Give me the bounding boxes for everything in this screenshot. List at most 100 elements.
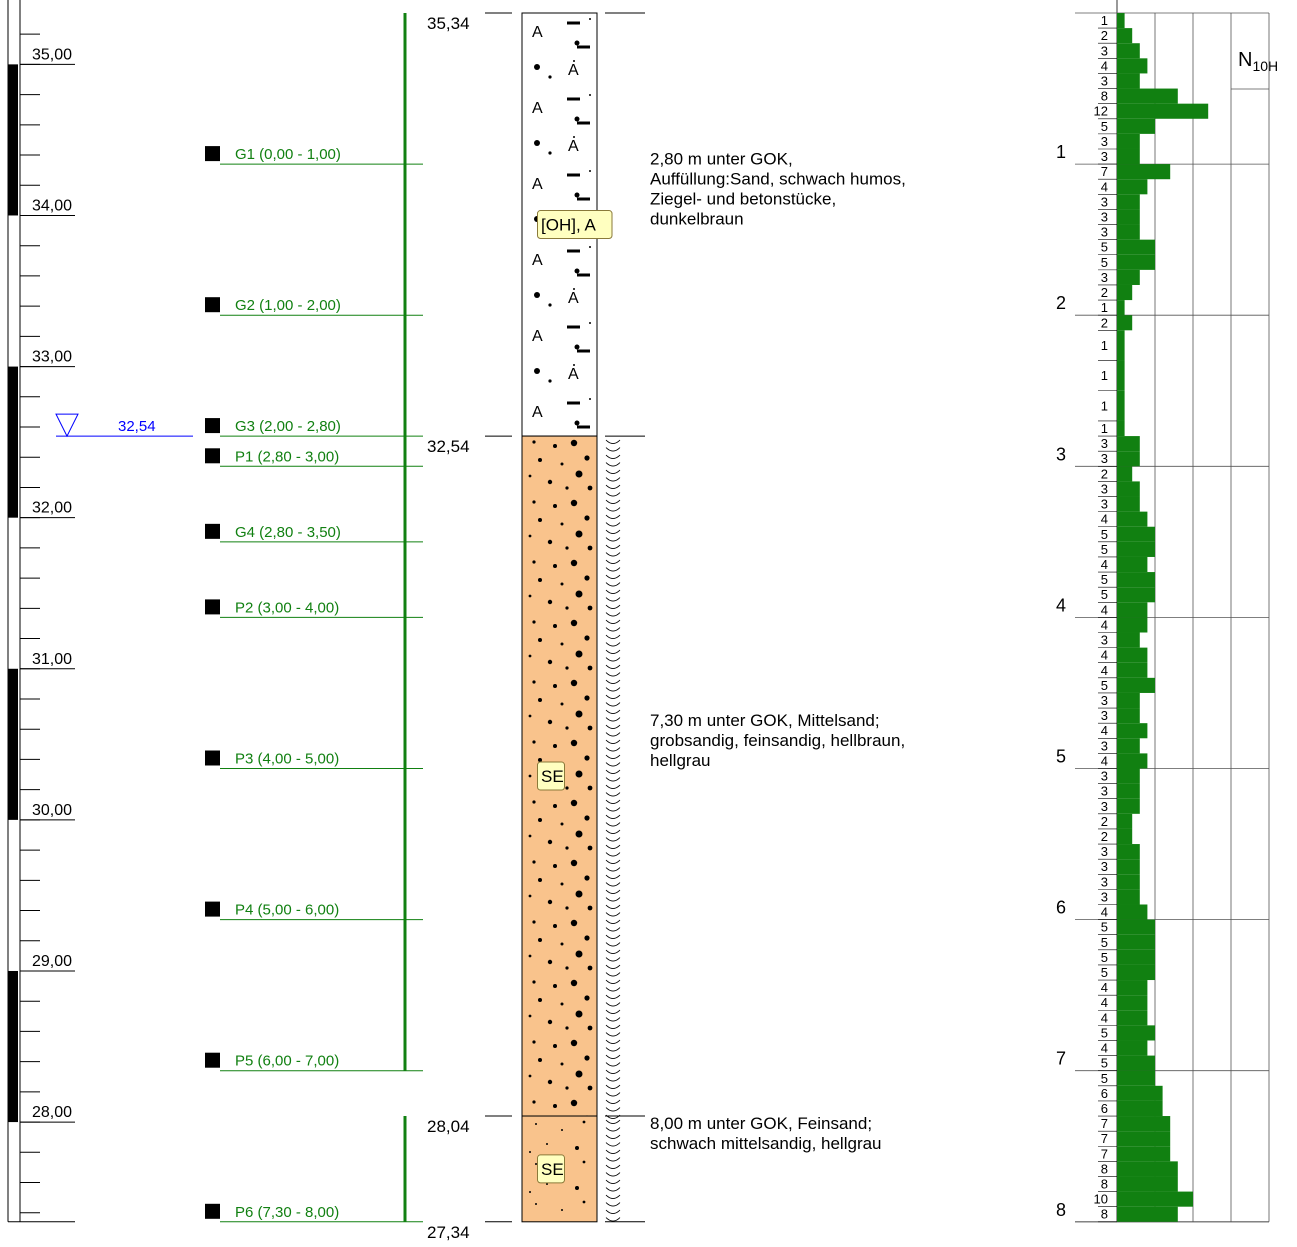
wet-symbol [606, 1085, 620, 1089]
blow-count-bar [1117, 1025, 1155, 1040]
blow-count-label: 5 [1101, 950, 1108, 965]
subscript: 10H [1252, 58, 1278, 74]
wet-symbol [606, 560, 620, 564]
wet-symbol [606, 733, 620, 737]
wet-symbol [606, 1158, 620, 1162]
wet-symbol [606, 988, 620, 992]
blow-count-bar [1117, 738, 1140, 753]
blow-count-bar [1117, 240, 1155, 255]
tick-label: 31,00 [32, 651, 72, 668]
wet-symbol [606, 545, 620, 549]
blow-count-bar [1117, 995, 1147, 1010]
wet-symbol [606, 868, 620, 872]
tick-label: 34,00 [32, 197, 72, 214]
wet-symbol [606, 860, 620, 864]
blow-count-bar [1117, 889, 1140, 904]
wet-symbol [606, 763, 620, 767]
description: 8,00 m unter GOK, Feinsand; [650, 1114, 872, 1133]
wet-symbol [606, 710, 620, 714]
depth-label: 6 [1056, 898, 1066, 918]
wet-symbol [606, 613, 620, 617]
blow-count-bar [1117, 527, 1155, 542]
blow-count-label: 1 [1101, 421, 1108, 436]
wet-symbol [606, 1108, 620, 1112]
wet-symbol [606, 793, 620, 797]
wet-symbol [606, 935, 620, 939]
blow-count-label: 8 [1101, 1207, 1108, 1222]
blow-count-label: 4 [1101, 1010, 1108, 1025]
blow-count-label: 3 [1101, 209, 1108, 224]
wet-symbol [606, 1048, 620, 1052]
blow-count-label: 1 [1101, 398, 1108, 413]
wet-symbol [606, 1135, 620, 1139]
blow-count-bar [1117, 814, 1132, 829]
wet-symbol [606, 890, 620, 894]
blow-count-bar [1117, 844, 1140, 859]
blow-count-label: 4 [1101, 995, 1108, 1010]
blow-count-bar [1117, 799, 1140, 814]
description: grobsandig, feinsandig, hellbraun, [650, 731, 905, 750]
wet-symbol [606, 470, 620, 474]
blow-count-label: 4 [1101, 179, 1108, 194]
code-label: [OH], A [541, 216, 596, 235]
blow-count-label: 3 [1101, 436, 1108, 451]
blow-count-bar [1117, 391, 1125, 421]
wet-symbol [606, 943, 620, 947]
level-label: 32,54 [427, 437, 470, 456]
blow-count-bar [1117, 1146, 1170, 1161]
wet-symbol [606, 658, 620, 662]
wet-symbol [606, 1063, 620, 1067]
wet-symbol [606, 538, 620, 542]
blow-count-label: 6 [1101, 1101, 1108, 1116]
blow-count-bar [1117, 73, 1140, 88]
wet-symbol [606, 778, 620, 782]
description: hellgrau [650, 751, 711, 770]
blow-count-label: 3 [1101, 134, 1108, 149]
sample-marker [205, 751, 220, 766]
blow-count-label: 2 [1101, 285, 1108, 300]
wet-symbol [606, 673, 620, 677]
blow-count-label: 5 [1101, 240, 1108, 255]
wet-symbol [606, 1173, 620, 1177]
blow-count-bar [1117, 935, 1155, 950]
axis-bar [8, 64, 18, 215]
sample-label: G1 (0,00 - 1,00) [235, 146, 341, 163]
blow-count-label: 4 [1101, 58, 1108, 73]
wet-symbol [606, 920, 620, 924]
wet-symbol [606, 463, 620, 467]
blow-count-bar [1117, 874, 1140, 889]
wet-symbol [606, 1150, 620, 1154]
blow-count-bar [1117, 164, 1170, 179]
blow-count-label: 3 [1101, 633, 1108, 648]
wet-symbol [606, 898, 620, 902]
blow-count-label: 7 [1101, 164, 1108, 179]
blow-count-bar [1117, 89, 1178, 104]
blow-count-label: 2 [1101, 466, 1108, 481]
wet-symbol [606, 830, 620, 834]
depth-label: 1 [1056, 142, 1066, 162]
blow-count-label: 1 [1101, 300, 1108, 315]
blow-count-label: 3 [1101, 784, 1108, 799]
wet-symbol [606, 1093, 620, 1097]
blow-count-label: 4 [1101, 753, 1108, 768]
blow-count-bar [1117, 315, 1132, 330]
wet-symbol [606, 455, 620, 459]
wet-symbol [606, 628, 620, 632]
blow-count-bar [1117, 617, 1147, 632]
sample-label: P1 (2,80 - 3,00) [235, 448, 339, 465]
wet-symbol [606, 508, 620, 512]
wet-symbol [606, 823, 620, 827]
blow-count-label: 12 [1094, 104, 1108, 119]
blow-count-bar [1117, 1010, 1147, 1025]
blow-count-bar [1117, 980, 1147, 995]
blow-count-label: 3 [1101, 889, 1108, 904]
wet-symbol [606, 1025, 620, 1029]
tick-label: 29,00 [32, 953, 72, 970]
wet-symbol [606, 838, 620, 842]
blow-count-label: 5 [1101, 119, 1108, 134]
penetration-title: N10H [1238, 49, 1278, 74]
blow-count-bar [1117, 784, 1140, 799]
blow-count-bar [1117, 194, 1140, 209]
blow-count-label: 3 [1101, 874, 1108, 889]
tick-label: 28,00 [32, 1104, 72, 1121]
